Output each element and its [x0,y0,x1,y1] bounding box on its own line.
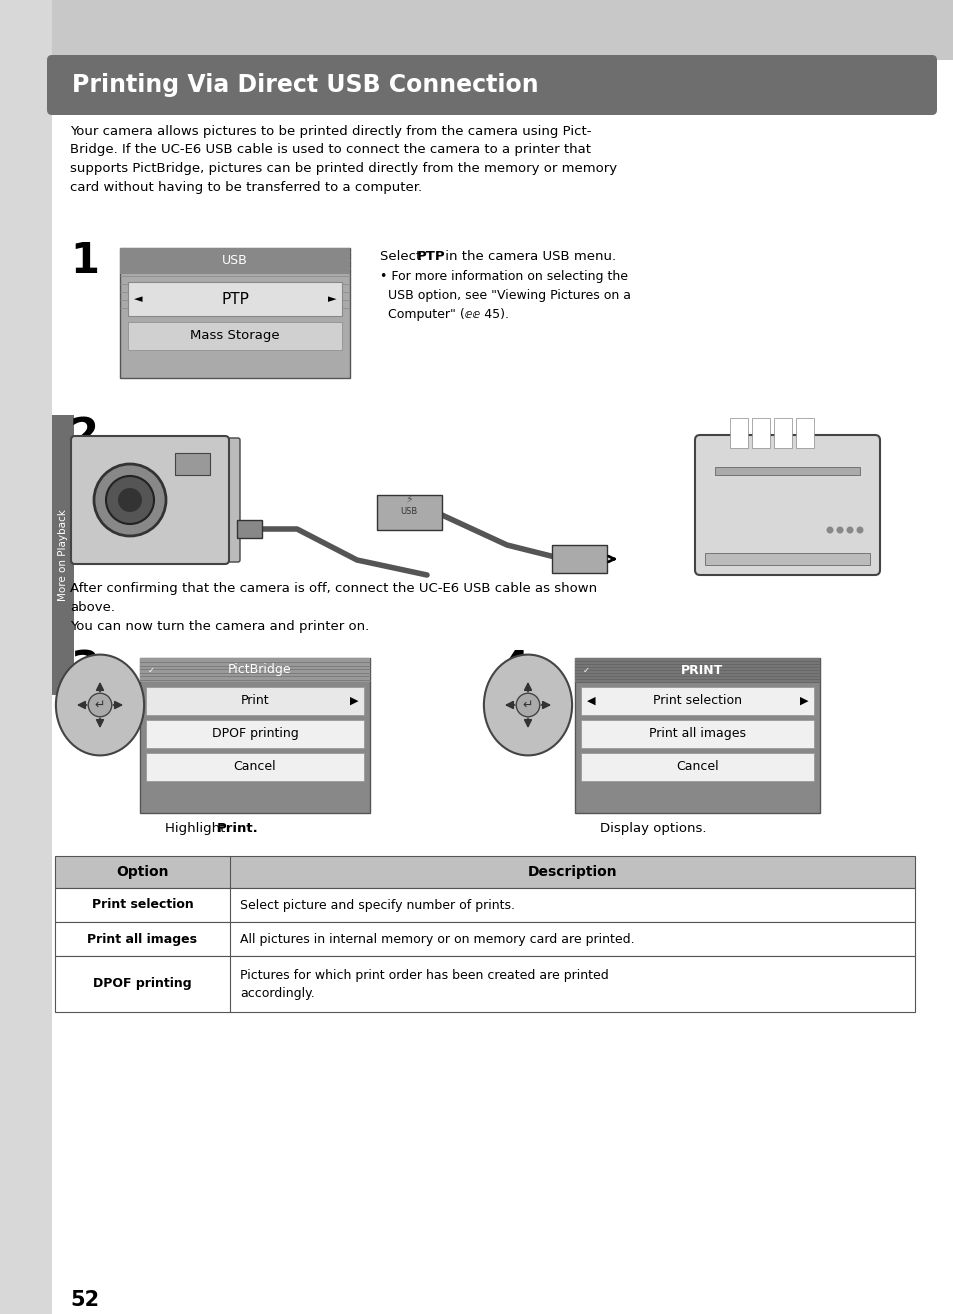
Text: Cancel: Cancel [233,761,276,774]
FancyBboxPatch shape [71,436,229,564]
Bar [140,658,370,682]
Text: 3: 3 [70,648,99,690]
FancyBboxPatch shape [221,438,240,562]
Text: PTP: PTP [416,250,445,263]
Text: ►: ► [327,294,335,304]
Text: Select picture and specify number of prints.: Select picture and specify number of pri… [240,899,515,912]
Bar [773,418,791,448]
Bar [729,418,747,448]
Text: Print selection: Print selection [91,899,193,912]
Bar [376,495,441,530]
Circle shape [825,527,833,533]
Bar [55,922,914,957]
Bar [55,855,914,888]
Bar [120,248,350,275]
Circle shape [94,464,166,536]
Text: Display options.: Display options. [599,823,706,834]
Bar [146,720,364,748]
Bar [55,957,914,1012]
Text: ✓: ✓ [582,665,589,674]
Text: Select: Select [379,250,425,263]
Text: PTP: PTP [221,292,249,306]
Circle shape [118,487,142,512]
Bar [580,753,813,781]
Text: Highlight: Highlight [165,823,230,834]
Circle shape [516,694,539,716]
Text: More on Playback: More on Playback [58,509,68,600]
Bar [174,453,210,474]
Bar [714,466,859,474]
Text: Print all images: Print all images [648,728,745,741]
Bar [128,322,341,350]
Text: PRINT: PRINT [680,664,723,677]
Text: Print.: Print. [216,823,258,834]
Bar [146,687,364,715]
Bar [52,0,953,60]
Text: DPOF printing: DPOF printing [212,728,298,741]
Circle shape [88,694,112,716]
Bar [580,687,813,715]
Bar [704,553,869,565]
Bar [575,658,820,682]
Text: ▶: ▶ [799,696,807,706]
Ellipse shape [483,654,572,756]
Text: All pictures in internal memory or on memory card are printed.: All pictures in internal memory or on me… [240,933,634,946]
FancyBboxPatch shape [47,55,936,116]
Bar [120,248,350,378]
Bar [140,658,370,813]
Text: Printing Via Direct USB Connection: Printing Via Direct USB Connection [71,74,538,97]
Bar [146,753,364,781]
Text: ◄: ◄ [133,294,142,304]
Text: USB: USB [222,255,248,268]
Bar [236,520,262,537]
Text: Print: Print [240,695,269,707]
Circle shape [845,527,853,533]
Circle shape [836,527,842,533]
Text: 52: 52 [70,1290,99,1310]
Bar [751,418,769,448]
Text: Mass Storage: Mass Storage [190,330,279,343]
Text: ✓: ✓ [148,665,154,674]
Text: Your camera allows pictures to be printed directly from the camera using Pict-
B: Your camera allows pictures to be printe… [70,125,617,193]
Text: ◀: ◀ [586,696,595,706]
FancyBboxPatch shape [695,435,879,576]
Text: 4: 4 [499,648,528,690]
Text: After confirming that the camera is off, connect the UC-E6 USB cable as shown
ab: After confirming that the camera is off,… [70,582,597,633]
Bar [575,658,820,813]
Text: PictBridge: PictBridge [228,664,292,677]
Text: USB: USB [400,507,417,516]
Bar [552,545,606,573]
Text: • For more information on selecting the
  USB option, see "Viewing Pictures on a: • For more information on selecting the … [379,269,630,321]
Text: in the camera USB menu.: in the camera USB menu. [440,250,616,263]
Text: Cancel: Cancel [676,761,718,774]
Text: ▶: ▶ [349,696,357,706]
Bar [128,283,341,315]
Text: Pictures for which print order has been created are printed
accordingly.: Pictures for which print order has been … [240,968,608,1000]
Bar [52,415,74,695]
Text: Print selection: Print selection [652,695,741,707]
Bar [795,418,813,448]
Text: Description: Description [527,865,617,879]
Bar [55,888,914,922]
Text: ↵: ↵ [94,699,105,711]
Text: 1: 1 [70,240,99,283]
Text: 2: 2 [70,415,99,457]
Text: ↵: ↵ [522,699,533,711]
Circle shape [856,527,862,533]
Text: DPOF printing: DPOF printing [93,978,192,991]
Text: Print all images: Print all images [88,933,197,946]
Circle shape [106,476,153,524]
Bar [580,720,813,748]
Text: Option: Option [116,865,169,879]
Text: ⚡: ⚡ [405,495,413,505]
Ellipse shape [56,654,144,756]
